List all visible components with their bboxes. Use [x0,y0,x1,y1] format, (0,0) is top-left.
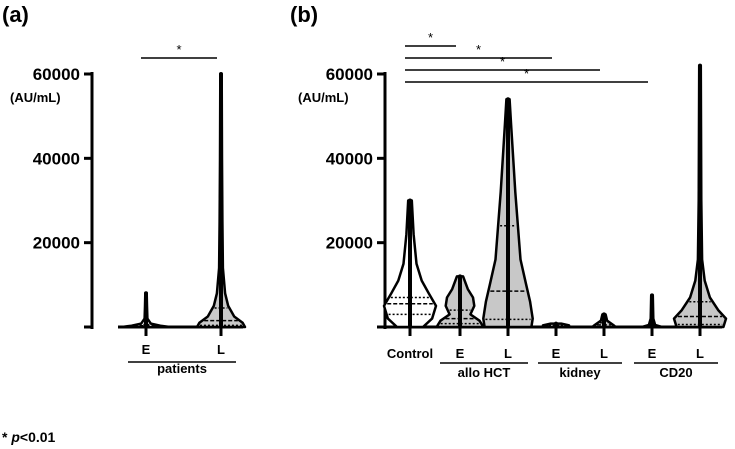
y-axis-unit: (AU/mL) [298,90,349,105]
significance-star: * [428,30,433,45]
x-tick-label: L [696,346,704,361]
significance-star: * [524,66,529,81]
y-tick-label: 40000 [326,149,373,168]
x-tick-label: L [504,346,512,361]
significance-star: * [476,42,481,57]
significance-star: * [500,54,505,69]
x-tick-label: E [552,346,561,361]
panel-label: (b) [290,2,318,27]
group-label: patients [157,361,207,376]
x-tick-label: E [648,346,657,361]
x-tick-label: L [600,346,608,361]
y-tick-label: 60000 [326,65,373,84]
footnote: * p<0.01 [2,429,56,445]
group-label: allo HCT [458,365,511,380]
x-tick-label: Control [387,346,433,361]
y-axis-unit: (AU/mL) [10,90,61,105]
y-tick-label: 40000 [33,149,80,168]
x-tick-label: E [456,346,465,361]
group-label: CD20 [659,365,692,380]
x-tick-label: L [217,342,225,357]
significance-star: * [176,42,181,57]
panel-b: (b) 20000 40000 60000 (AU/mL) Control E L E L E Lal… [290,2,728,380]
footnote-threshold: <0.01 [20,429,56,445]
panel-label: (a) [2,2,29,27]
y-tick-label: 20000 [33,234,80,253]
footnote-p: p [10,429,20,445]
group-label: kidney [559,365,601,380]
y-tick-label: 20000 [326,234,373,253]
y-tick-label: 60000 [33,65,80,84]
footnote-star: * [2,429,8,445]
x-tick-label: E [142,342,151,357]
